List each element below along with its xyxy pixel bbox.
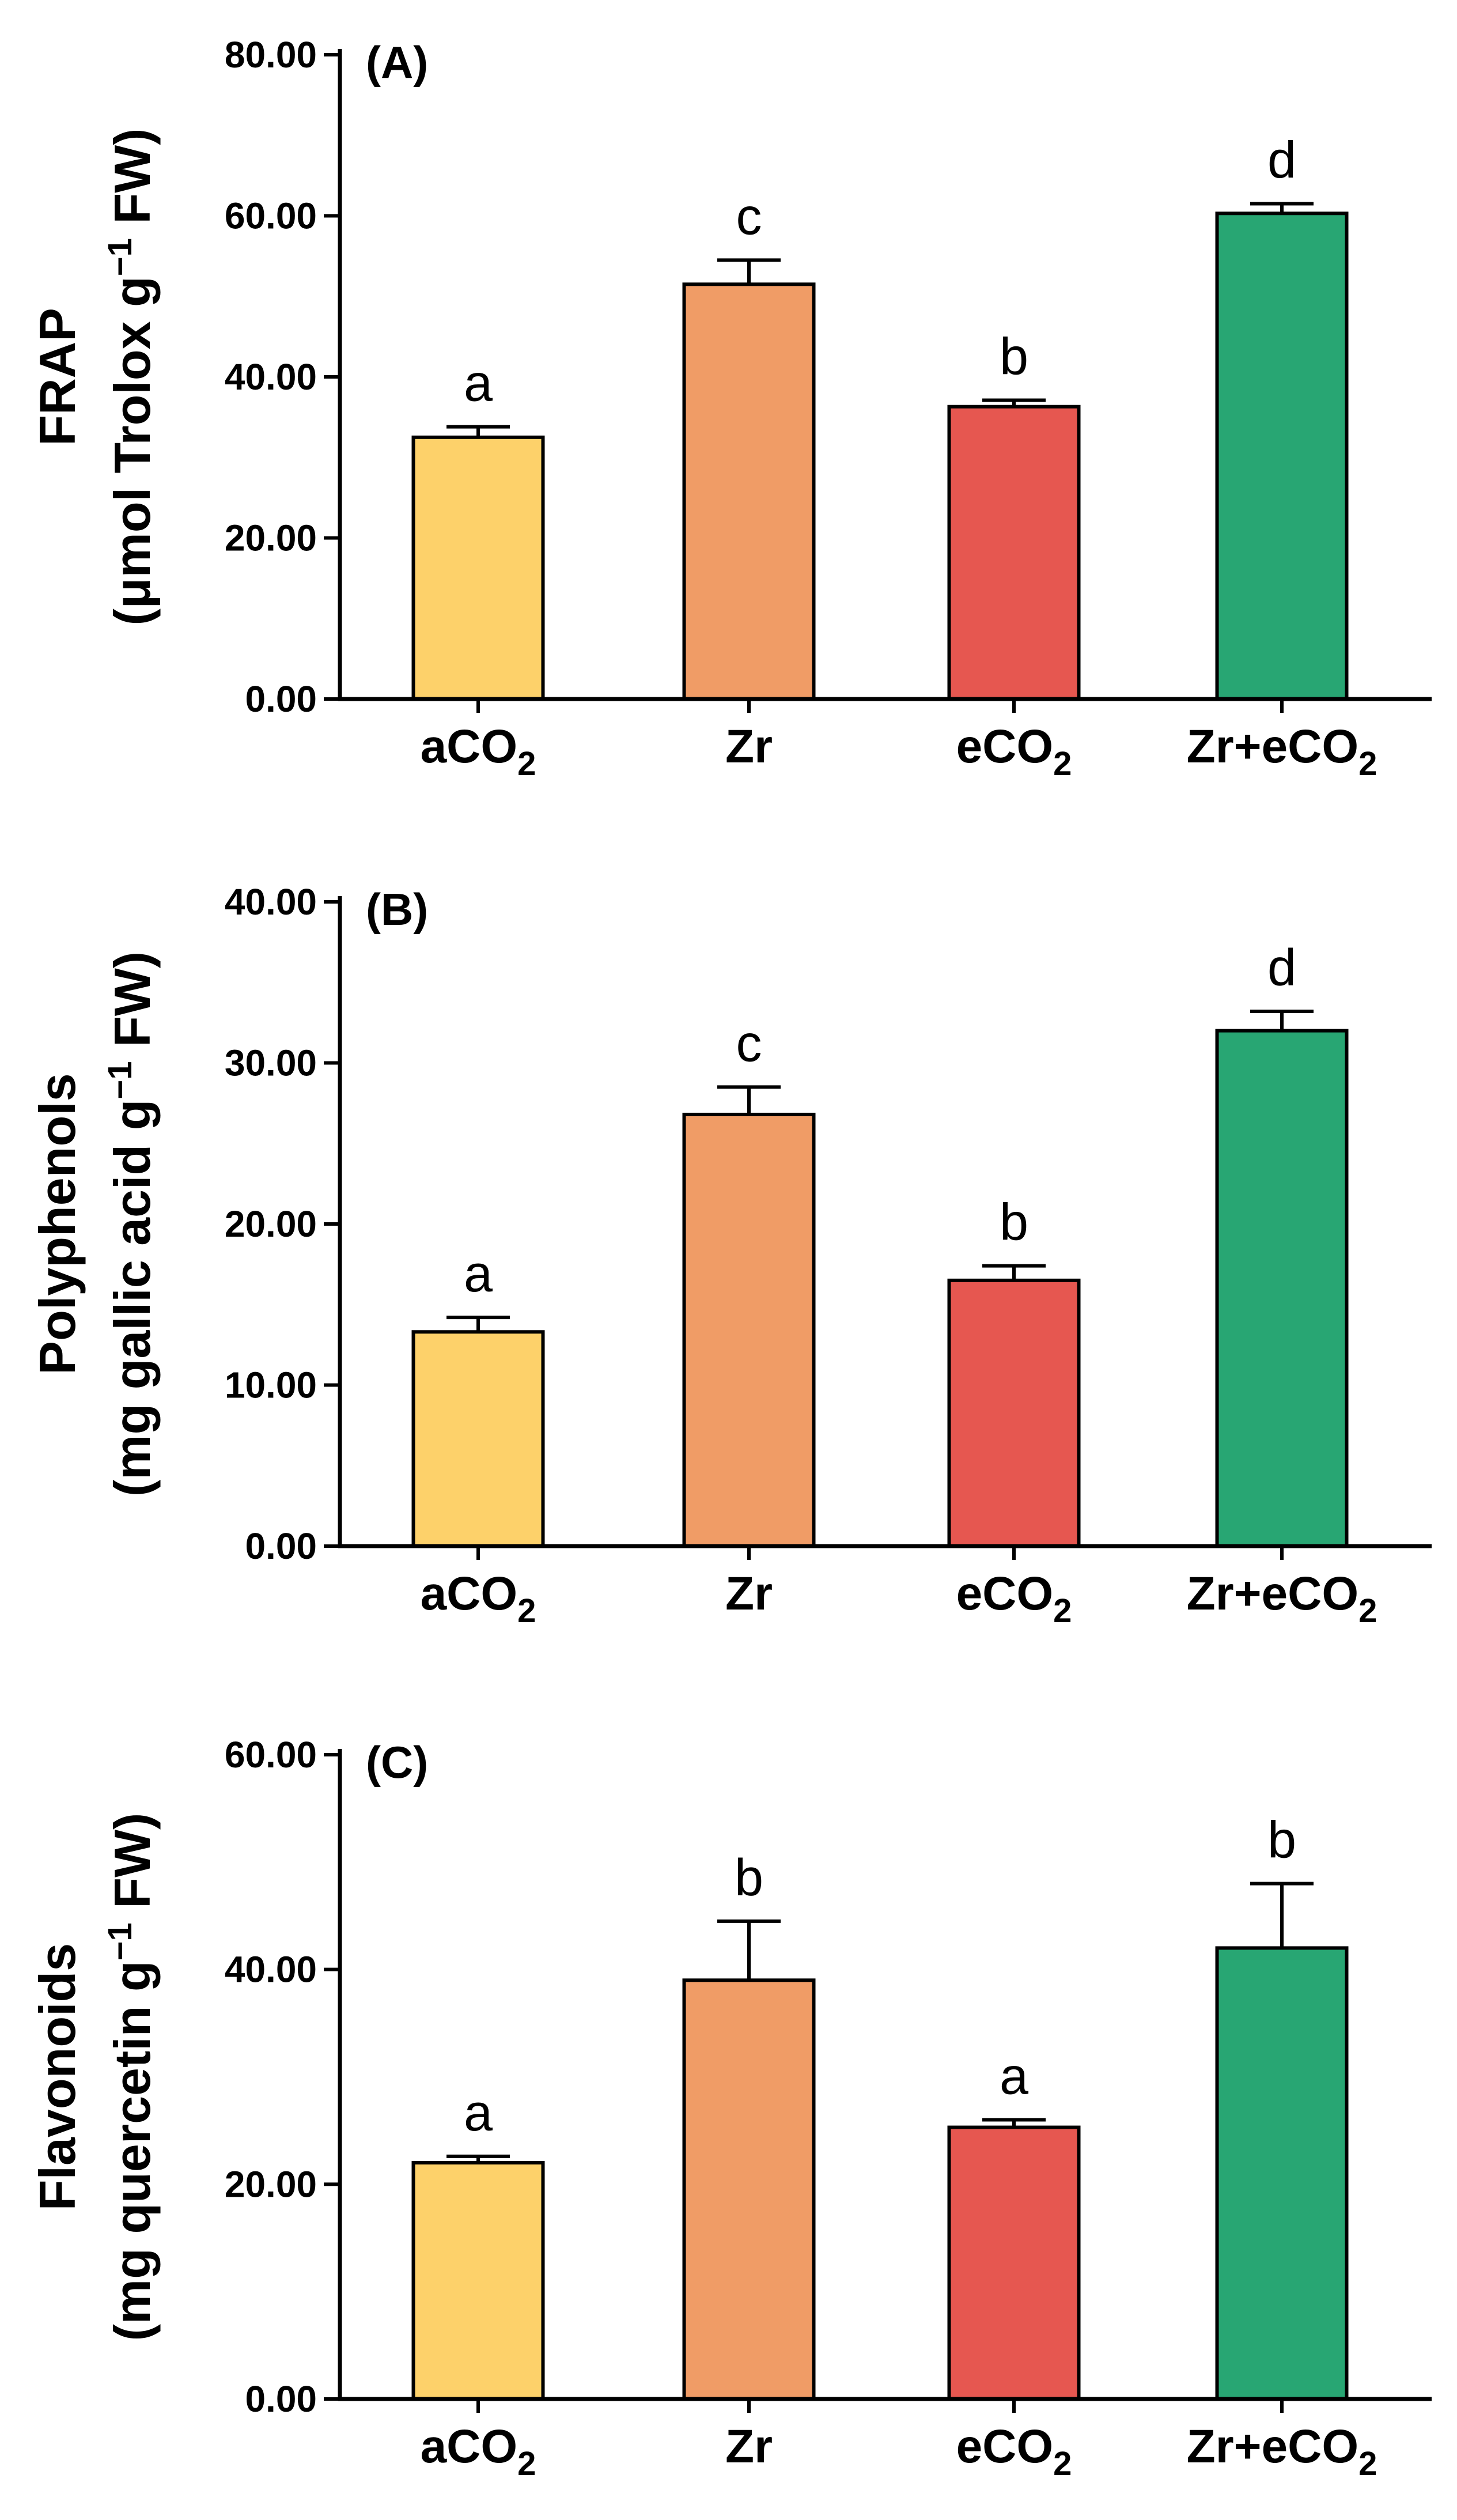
y-tick-label: 20.00 [225,2163,317,2205]
y-axis-label: Flavonoids (mg quercetin g−1 FW) [29,1813,161,2341]
y-axis-label: FRAP (μmol Trolox g−1 FW) [29,128,161,625]
bar-eCO2 [947,1278,1081,1548]
bar-Zr+eCO2 [1215,1029,1349,1548]
y-tick-label: 30.00 [225,1042,317,1084]
bar-Zr [682,1112,816,1548]
x-category-label: eCO2 [956,1567,1072,1630]
bar-aCO2 [411,2161,545,2401]
chart-panel-c: a b a b 0.00 20.00 40.00 60.00 aCO2 Zr eCO2 Zr+eCO2… [0,1700,1457,2520]
significance-letter: a [464,1245,493,1303]
y-tick-label: 0.00 [245,678,317,720]
x-category-label: Zr [725,2420,773,2473]
x-category-label: aCO2 [421,1567,536,1630]
x-category-label: Zr [725,1567,773,1620]
x-category-label: eCO2 [956,720,1072,783]
x-category-label: eCO2 [956,2420,1072,2483]
x-category-label: Zr+eCO2 [1187,720,1377,783]
significance-letter: c [736,1015,762,1072]
chart-panel-a: a c b d 0.00 20.00 40.00 60.00 80.00 aCO2 Zr eCO2 Zr… [0,0,1457,847]
x-category-label: aCO2 [421,720,536,783]
flavonoids-bar-chart: a b a b 0.00 20.00 40.00 60.00 aCO2 Zr eCO2 Zr+eCO2… [29,1734,1432,2483]
chart-panel-b: a c b d 0.00 10.00 20.00 30.00 40.00 aCO2 Zr eCO2 Zr… [0,847,1457,1700]
y-axis-label-line1: Polyphenols [29,1073,86,1374]
y-tick-label: 40.00 [225,356,317,398]
polyphenols-bar-chart: a c b d 0.00 10.00 20.00 30.00 40.00 aCO2 Zr eCO2 Zr… [29,881,1432,1630]
y-axis-label-line2: (mg gallic acid g−1 FW) [101,951,161,1497]
significance-letter: a [464,355,493,413]
y-tick-label: 40.00 [225,1949,317,1990]
significance-letter: d [1267,939,1296,997]
y-tick-label: 20.00 [225,517,317,559]
significance-letter: d [1267,132,1296,190]
x-category-label: Zr [725,720,773,773]
significance-letter: b [1267,1812,1296,1869]
x-category-label: Zr+eCO2 [1187,2420,1377,2483]
y-tick-label: 20.00 [225,1203,317,1245]
y-axis-label-line1: Flavonoids [29,1943,86,2211]
x-category-label: Zr+eCO2 [1187,1567,1377,1630]
y-tick-label: 10.00 [225,1365,317,1406]
frap-bar-chart: a c b d 0.00 20.00 40.00 60.00 80.00 aCO2 Zr eCO2 Zr… [29,34,1432,783]
y-tick-label: 0.00 [245,1525,317,1567]
significance-letter: a [464,2084,493,2142]
significance-letter: a [1000,2048,1029,2106]
panel-label: (B) [366,884,428,935]
bar-Zr+eCO2 [1215,211,1349,701]
bar-eCO2 [947,2125,1081,2401]
y-axis-label-line1: FRAP [29,308,86,446]
bar-eCO2 [947,405,1081,701]
x-category-label: aCO2 [421,2420,536,2483]
bar-Zr [682,282,816,701]
significance-letter: b [1000,328,1028,386]
y-tick-label: 60.00 [225,1734,317,1775]
y-axis-label-line2: (μmol Trolox g−1 FW) [101,128,161,625]
bar-aCO2 [411,435,545,701]
y-tick-label: 40.00 [225,881,317,923]
significance-letter: c [736,188,762,245]
bar-Zr+eCO2 [1215,1946,1349,2401]
y-axis-label-line2: (mg quercetin g−1 FW) [101,1813,161,2341]
significance-letter: b [1000,1194,1028,1252]
y-tick-label: 60.00 [225,195,317,237]
y-axis-label: Polyphenols (mg gallic acid g−1 FW) [29,951,161,1497]
y-tick-label: 0.00 [245,2378,317,2420]
panel-label: (A) [366,37,428,88]
panel-label: (C) [366,1737,428,1788]
significance-letter: b [735,1849,763,1907]
bar-Zr [682,1978,816,2401]
y-tick-label: 80.00 [225,34,317,75]
bar-aCO2 [411,1330,545,1548]
